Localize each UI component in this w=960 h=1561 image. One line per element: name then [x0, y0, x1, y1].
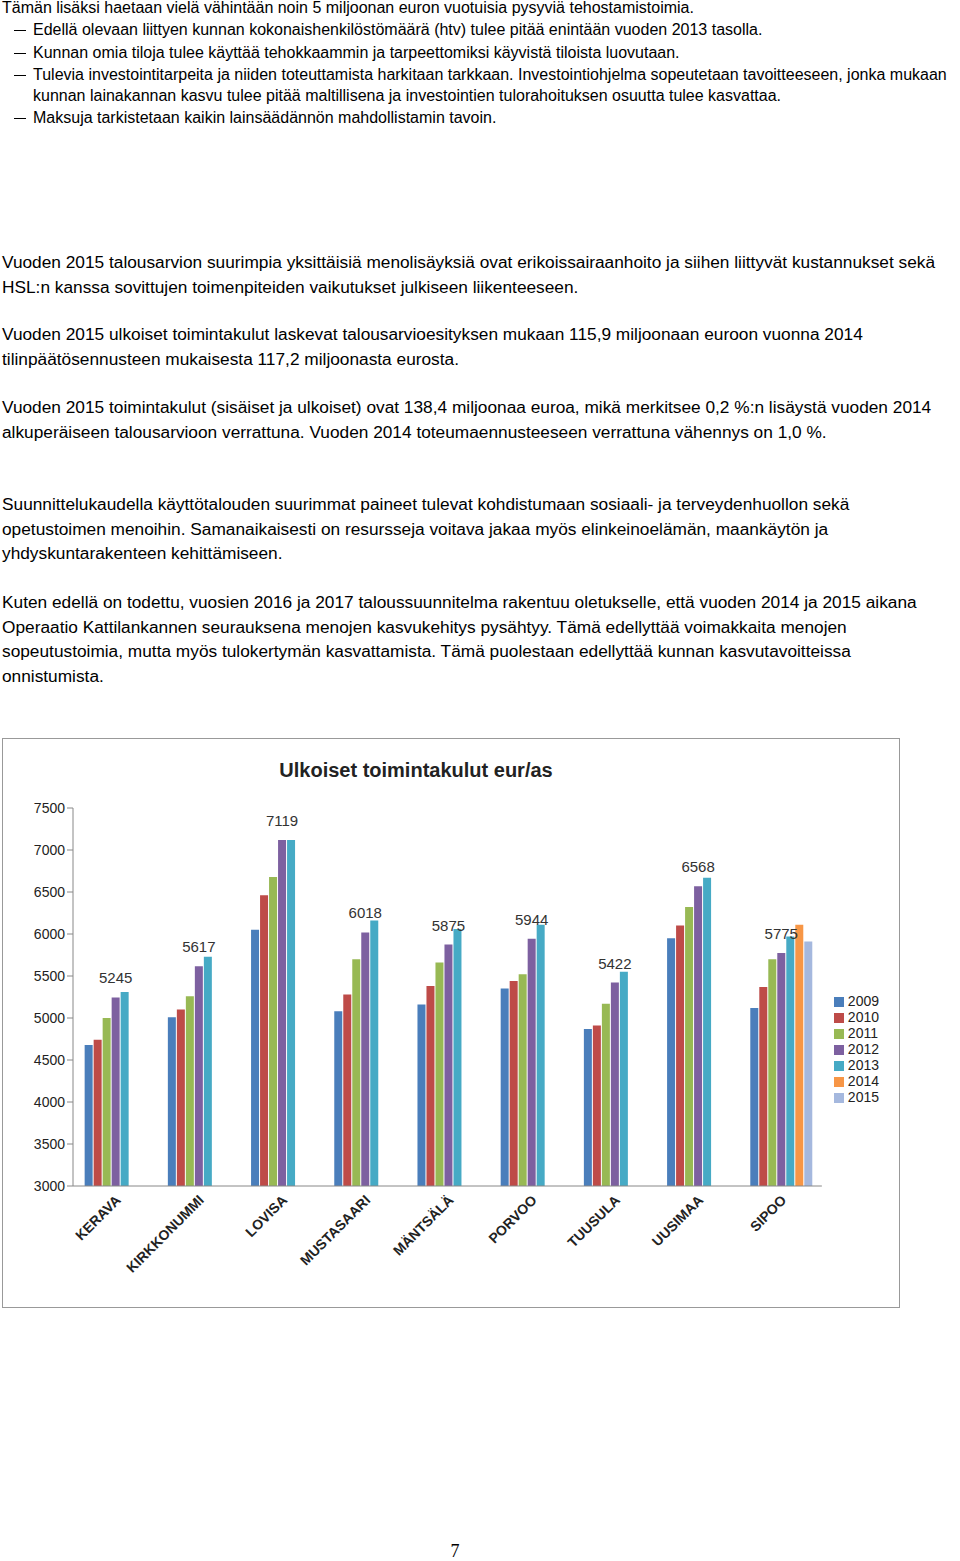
html-text:2014: 2014 — [847, 1073, 879, 1089]
svg-text:5617: 5617 — [182, 938, 215, 955]
html-text:Tulevia investointitarpeita ja: Tulevia investointitarpeita ja niiden to… — [33, 66, 947, 104]
html-text:Vuoden 2015 toimintakulut (sis: Vuoden 2015 toimintakulut (sisäiset ja u… — [2, 397, 932, 442]
svg-text:5775: 5775 — [765, 925, 798, 942]
svg-text:5000: 5000 — [34, 1010, 65, 1026]
svg-text:7000: 7000 — [34, 842, 65, 858]
svg-text:PORVOO: PORVOO — [485, 1192, 540, 1247]
svg-text:6000: 6000 — [34, 926, 65, 942]
html-text:Kunnan omia tiloja tulee käytt: Kunnan omia tiloja tulee käyttää tehokka… — [33, 43, 680, 61]
svg-text:3500: 3500 — [34, 1136, 65, 1152]
svg-text:5245: 5245 — [99, 969, 132, 986]
svg-text:6500: 6500 — [34, 884, 65, 900]
svg-text:4000: 4000 — [34, 1094, 65, 1110]
html-text:Vuoden 2015 ulkoiset toimintak: Vuoden 2015 ulkoiset toimintakulut laske… — [2, 324, 863, 369]
svg-text:5500: 5500 — [34, 968, 65, 984]
html-text:2010: 2010 — [847, 1009, 879, 1025]
html-text:2013: 2013 — [847, 1057, 879, 1073]
svg-text:UUSIMAA: UUSIMAA — [649, 1192, 707, 1250]
svg-text:LOVISA: LOVISA — [242, 1192, 290, 1240]
html-text:7: 7 — [450, 1541, 460, 1561]
svg-text:MÄNTSÄLÄ: MÄNTSÄLÄ — [390, 1192, 457, 1259]
svg-text:7119: 7119 — [266, 812, 298, 829]
svg-text:KERAVA: KERAVA — [72, 1192, 124, 1244]
svg-text:KIRKKONUMMI: KIRKKONUMMI — [123, 1192, 207, 1276]
svg-text:4500: 4500 — [34, 1052, 65, 1068]
svg-text:7500: 7500 — [34, 800, 65, 816]
html-text:Suunnittelukaudella käyttötalo: Suunnittelukaudella käyttötalouden suuri… — [2, 494, 850, 563]
svg-text:5422: 5422 — [598, 955, 631, 972]
svg-text:5944: 5944 — [515, 911, 548, 928]
svg-text:6568: 6568 — [681, 858, 714, 875]
html-text:2011: 2011 — [847, 1025, 878, 1041]
svg-text:MUSTASAARI: MUSTASAARI — [297, 1192, 374, 1269]
html-text:Tämän lisäksi haetaan vielä vä: Tämän lisäksi haetaan vielä vähintään no… — [2, 0, 694, 16]
svg-text:3000: 3000 — [34, 1178, 65, 1194]
html-text:Ulkoiset toimintakulut eur/as: Ulkoiset toimintakulut eur/as — [279, 759, 553, 781]
svg-text:TUUSULA: TUUSULA — [564, 1192, 623, 1251]
html-text:Maksuja tarkistetaan kaikin la: Maksuja tarkistetaan kaikin lainsäädännö… — [33, 109, 497, 126]
html-text:2012: 2012 — [847, 1041, 879, 1057]
svg-text:6018: 6018 — [349, 904, 382, 921]
svg-text:SIPOO: SIPOO — [747, 1192, 790, 1235]
svg-text:5875: 5875 — [432, 917, 465, 934]
html-text:Edellä olevaan liittyen kunnan: Edellä olevaan liittyen kunnan kokonaish… — [33, 21, 763, 38]
html-text:2009: 2009 — [847, 993, 879, 1009]
html-text:2015: 2015 — [847, 1089, 879, 1105]
html-text:Kuten edellä on todettu, vuosi: Kuten edellä on todettu, vuosien 2016 ja… — [2, 592, 917, 686]
html-text:Vuoden 2015 talousarvion suuri: Vuoden 2015 talousarvion suurimpia yksit… — [2, 252, 935, 297]
